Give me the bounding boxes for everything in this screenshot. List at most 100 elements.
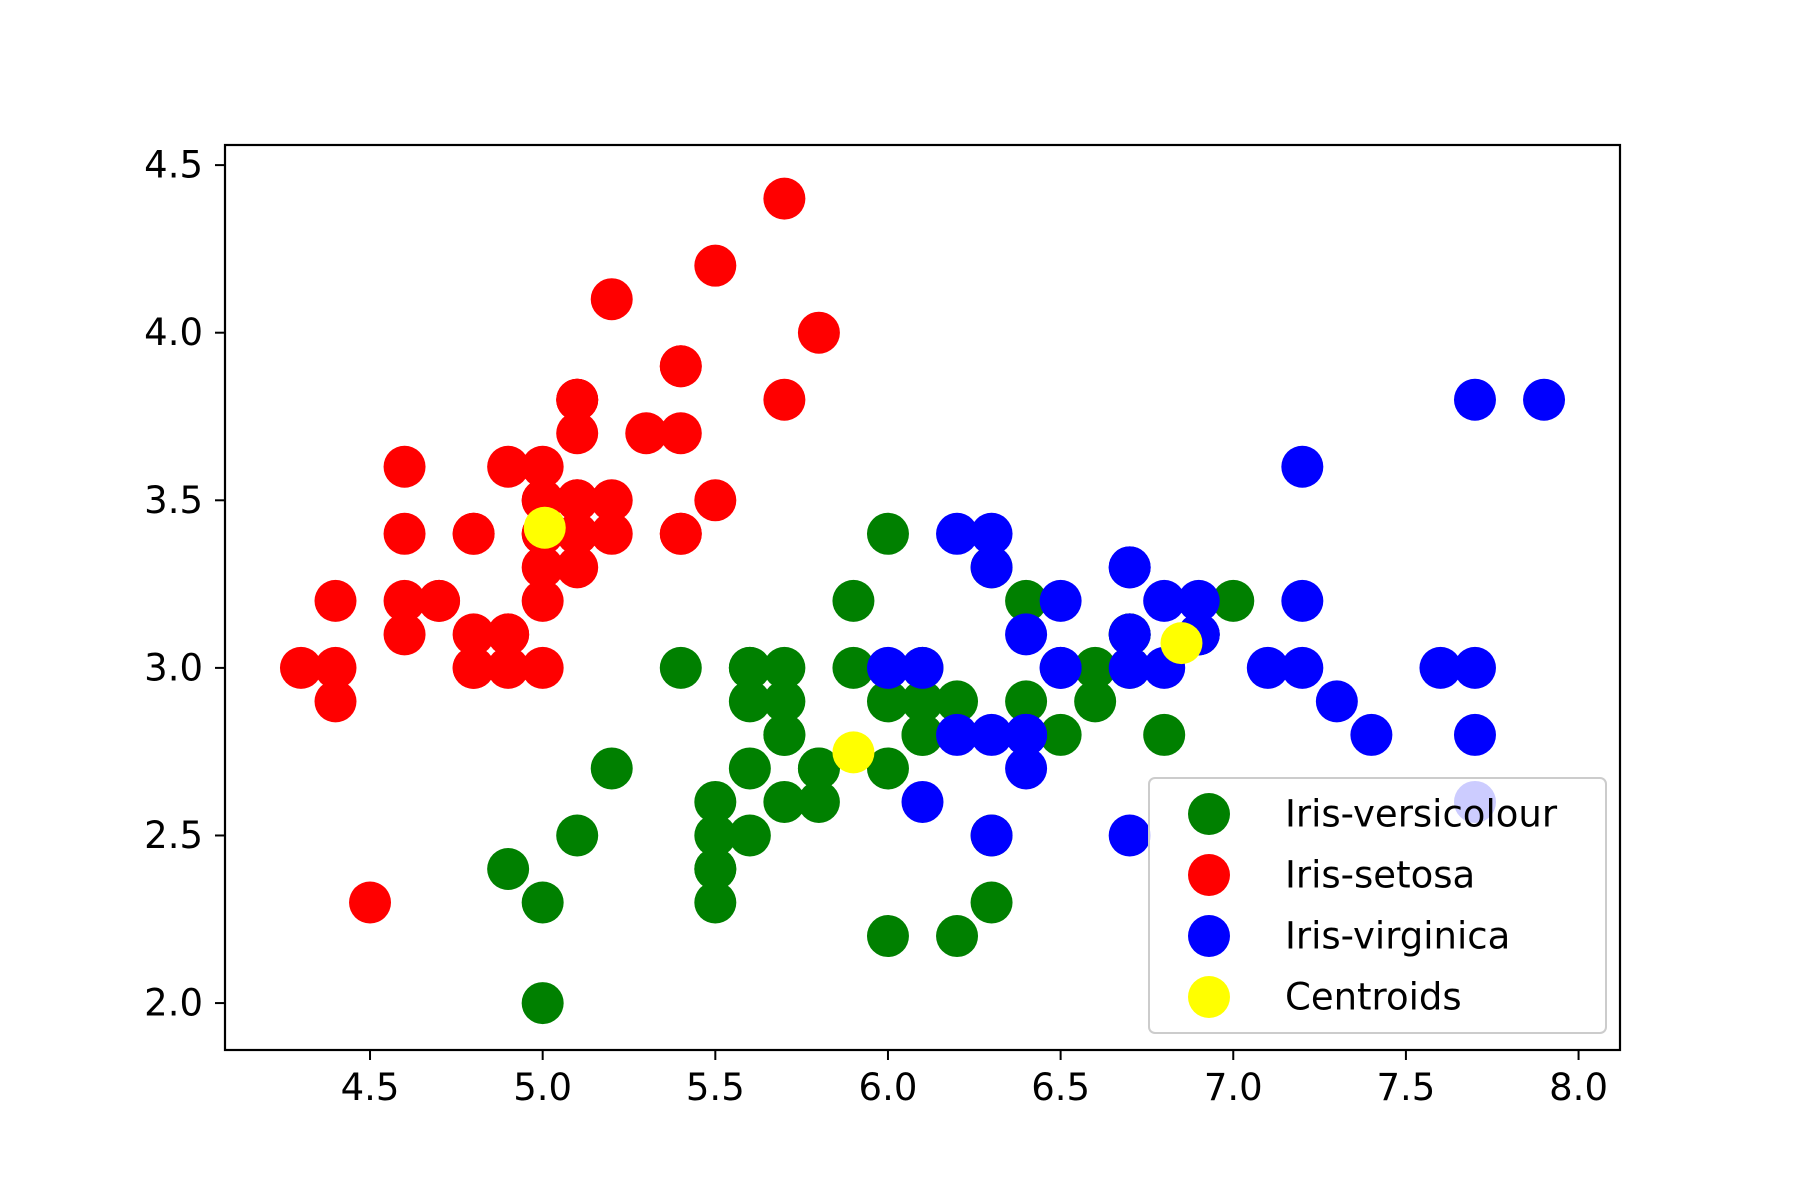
iris-setosa-point	[383, 579, 426, 622]
iris-versicolour-point	[866, 915, 909, 958]
series-iris-setosa	[279, 177, 840, 924]
iris-setosa-point	[763, 177, 806, 220]
iris-versicolour-point	[1143, 713, 1186, 756]
iris-virginica-point	[1350, 713, 1393, 756]
centroids-point	[1160, 622, 1203, 665]
iris-setosa-point	[556, 512, 599, 555]
iris-setosa-point	[797, 311, 840, 354]
legend-marker-iris-virginica	[1188, 915, 1230, 957]
y-tick-label: 3.0	[144, 646, 203, 689]
iris-setosa-point	[452, 512, 495, 555]
iris-virginica-point	[901, 780, 944, 823]
iris-versicolour-point	[832, 579, 875, 622]
iris-versicolour-point	[728, 747, 771, 790]
iris-setosa-point	[452, 613, 495, 656]
legend-marker-iris-setosa	[1188, 854, 1230, 896]
iris-virginica-point	[1281, 579, 1324, 622]
iris-virginica-point	[1005, 713, 1048, 756]
iris-virginica-point	[1108, 814, 1151, 857]
iris-versicolour-point	[521, 881, 564, 924]
iris-versicolour-point	[763, 680, 806, 723]
iris-virginica-point	[970, 814, 1013, 857]
iris-setosa-point	[349, 881, 392, 924]
series-centroids	[523, 506, 1203, 774]
iris-versicolour-point	[936, 915, 979, 958]
iris-virginica-point	[1281, 445, 1324, 488]
iris-setosa-point	[763, 378, 806, 421]
iris-virginica-point	[1108, 646, 1151, 689]
iris-setosa-point	[383, 613, 426, 656]
iris-versicolour-point	[1074, 646, 1117, 689]
iris-virginica-point	[936, 713, 979, 756]
iris-virginica-point	[1039, 579, 1082, 622]
iris-setosa-point	[521, 646, 564, 689]
iris-versicolour-point	[866, 680, 909, 723]
iris-setosa-point	[521, 445, 564, 488]
centroids-point	[523, 506, 566, 549]
iris-setosa-point	[383, 445, 426, 488]
x-tick-label: 7.5	[1376, 1066, 1435, 1109]
iris-versicolour-point	[1039, 713, 1082, 756]
iris-setosa-point	[659, 412, 702, 455]
iris-virginica-point	[1523, 378, 1566, 421]
iris-setosa-point	[590, 278, 633, 321]
iris-virginica-point	[1453, 713, 1496, 756]
iris-setosa-point	[694, 244, 737, 287]
iris-versicolour-point	[797, 747, 840, 790]
iris-virginica-point	[1108, 613, 1151, 656]
iris-virginica-point	[1419, 646, 1462, 689]
x-axis: 4.5 5.0 5.5 6.0 6.5 7.0 7.5 8.0	[341, 1050, 1608, 1109]
iris-virginica-point	[1281, 646, 1324, 689]
iris-versicolour-point	[970, 881, 1013, 924]
iris-setosa-point	[625, 412, 668, 455]
iris-virginica-point	[1039, 646, 1082, 689]
iris-versicolour-point	[1005, 579, 1048, 622]
iris-virginica-point	[901, 646, 944, 689]
iris-setosa-point	[279, 646, 322, 689]
legend-box	[1148, 777, 1607, 1034]
iris-virginica-point	[1453, 378, 1496, 421]
iris-versicolour-point	[521, 982, 564, 1025]
y-tick-label: 3.5	[144, 479, 203, 522]
iris-virginica-point	[1108, 546, 1151, 589]
iris-versicolour-point	[728, 814, 771, 857]
iris-virginica-point	[1453, 646, 1496, 689]
x-tick-label: 6.5	[1031, 1066, 1090, 1109]
x-tick-label: 6.0	[859, 1066, 918, 1109]
legend-label-iris-setosa: Iris-setosa	[1285, 854, 1475, 897]
legend-label-iris-versicolour: Iris-versicolour	[1285, 793, 1558, 836]
x-tick-label: 5.0	[513, 1066, 572, 1109]
iris-setosa-point	[521, 546, 564, 589]
iris-setosa-point	[487, 613, 530, 656]
iris-virginica-point	[970, 512, 1013, 555]
iris-setosa-point	[590, 479, 633, 522]
iris-versicolour-point	[866, 512, 909, 555]
iris-setosa-point	[418, 579, 461, 622]
iris-virginica-point	[1315, 680, 1358, 723]
iris-versicolour-point	[901, 713, 944, 756]
legend-label-centroids: Centroids	[1285, 976, 1462, 1019]
iris-versicolour-point	[694, 814, 737, 857]
x-tick-label: 4.5	[341, 1066, 400, 1109]
iris-virginica-point	[1005, 613, 1048, 656]
iris-versicolour-point	[1212, 579, 1255, 622]
x-tick-label: 7.0	[1204, 1066, 1263, 1109]
iris-versicolour-point	[763, 713, 806, 756]
iris-versicolour-point	[694, 881, 737, 924]
legend-marker-centroids	[1188, 976, 1230, 1018]
iris-virginica-point	[866, 646, 909, 689]
legend: Iris-versicolour Iris-setosa Iris-virginic…	[1148, 777, 1607, 1034]
data-points	[279, 177, 1566, 1025]
plot-frame	[223, 143, 1622, 1052]
iris-versicolour-point	[728, 646, 771, 689]
iris-virginica-point	[970, 546, 1013, 589]
iris-setosa-point	[314, 646, 357, 689]
iris-versicolour-point	[832, 646, 875, 689]
iris-virginica-point	[1246, 646, 1289, 689]
legend-label-iris-virginica: Iris-virginica	[1285, 915, 1510, 958]
x-tick-label: 8.0	[1549, 1066, 1608, 1109]
iris-setosa-point	[590, 512, 633, 555]
iris-setosa-point	[659, 345, 702, 388]
iris-setosa-point	[452, 646, 495, 689]
iris-virginica-point	[936, 512, 979, 555]
